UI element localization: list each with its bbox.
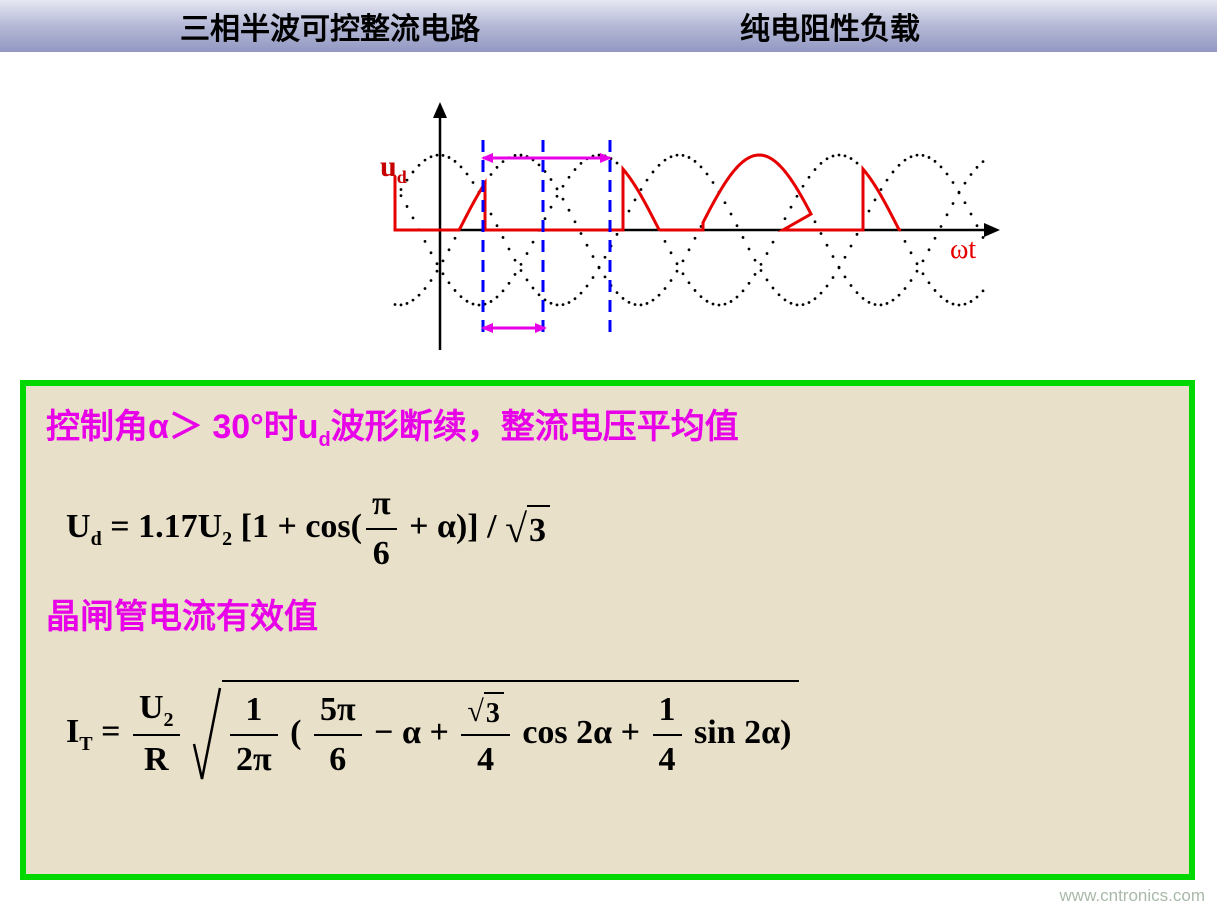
svg-text:ωt: ωt	[950, 234, 976, 265]
formula-it: IT = U2 R 12π ( 5π6 − α + √3 4 cos 2α + …	[66, 680, 1169, 789]
ud-axis-label: ud	[380, 150, 407, 188]
formula-ud: Ud = 1.17U2 [1 + cos(π6 + α)] / √3	[66, 482, 1169, 576]
description-line-1: 控制角α＞ 30°时ud波形断续，整流电压平均值	[46, 404, 1169, 454]
watermark: www.cntronics.com	[1060, 886, 1205, 906]
formula-panel: 控制角α＞ 30°时ud波形断续，整流电压平均值 Ud = 1.17U2 [1 …	[20, 380, 1195, 880]
description-line-2: 晶闸管电流有效值	[46, 594, 1169, 642]
title-left: 三相半波可控整流电路	[180, 4, 480, 48]
title-bar: 三相半波可控整流电路 纯电阻性负载	[0, 0, 1217, 52]
waveform-svg: ωt	[370, 90, 1010, 370]
waveform-chart: ωt ud	[370, 90, 1010, 370]
title-right: 纯电阻性负载	[740, 4, 920, 48]
